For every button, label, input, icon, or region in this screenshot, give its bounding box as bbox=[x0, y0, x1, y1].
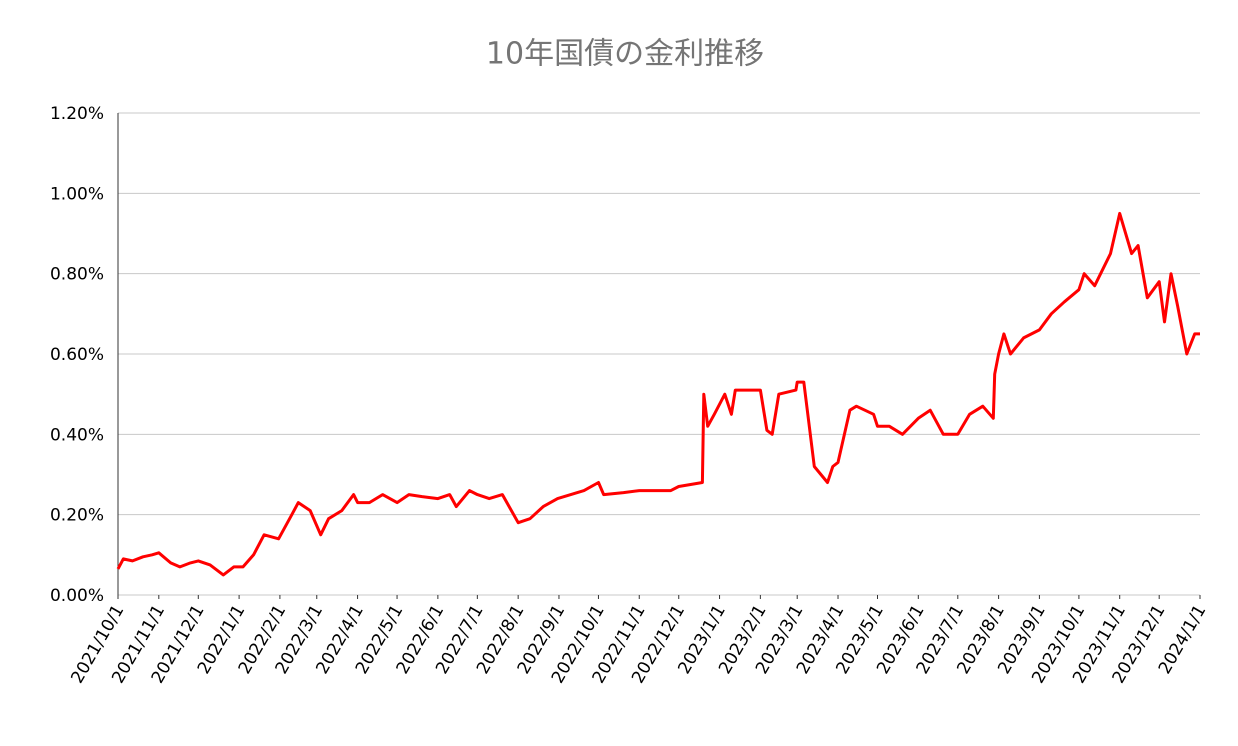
y-tick-label: 0.60% bbox=[50, 345, 104, 365]
y-tick-label: 0.00% bbox=[50, 586, 104, 606]
y-tick-label: 0.40% bbox=[50, 425, 104, 445]
y-tick-label: 0.20% bbox=[50, 506, 104, 526]
data-line bbox=[116, 211, 1200, 577]
chart-title: 10年国債の金利推移 bbox=[486, 37, 764, 72]
y-tick-label: 1.20% bbox=[50, 104, 104, 124]
y-tick-label: 0.80% bbox=[50, 265, 104, 285]
y-tick-label: 1.00% bbox=[50, 184, 104, 204]
